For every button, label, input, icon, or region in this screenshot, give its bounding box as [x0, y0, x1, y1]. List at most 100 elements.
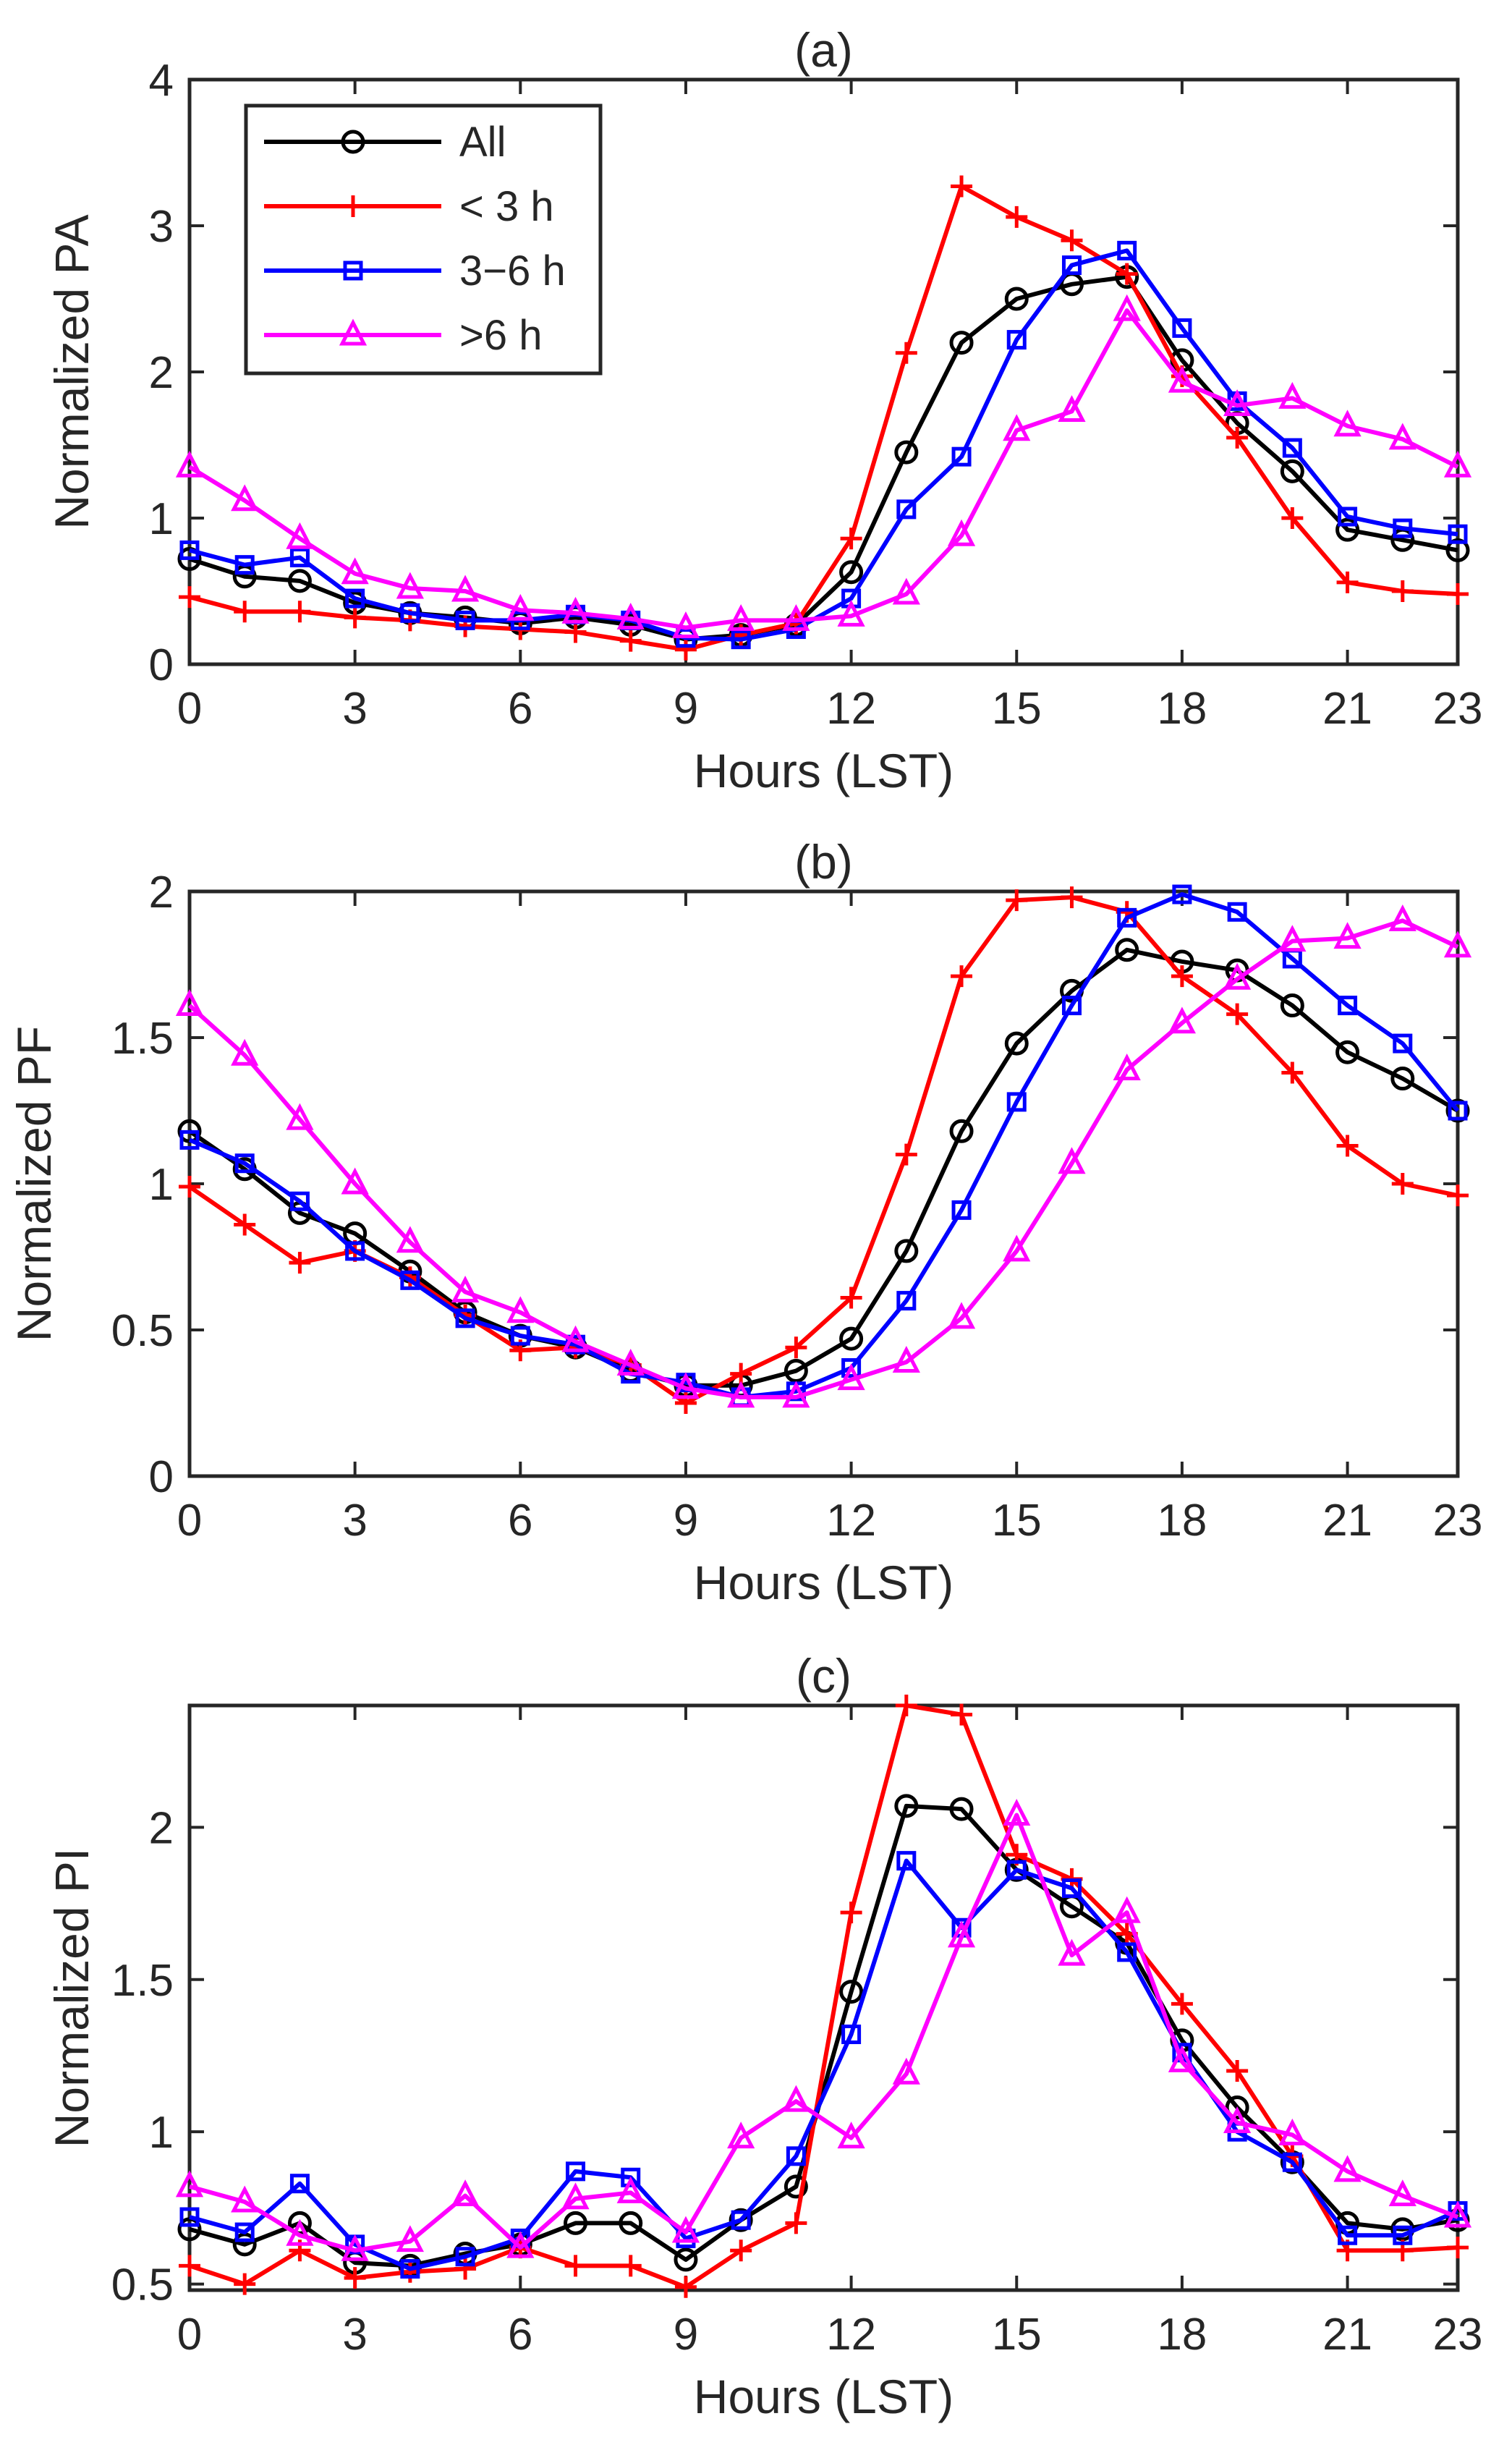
x-tick-label: 12	[826, 684, 876, 734]
data-point-lt3	[730, 2239, 752, 2262]
x-tick-label: 21	[1322, 2310, 1372, 2360]
y-tick-label: 2	[149, 348, 174, 398]
data-point-gt6	[947, 1920, 976, 1948]
data-point-lt3	[1447, 2237, 1469, 2259]
data-point-lt3	[674, 2276, 697, 2298]
data-point-gt6	[616, 602, 645, 630]
y-tick-label: 0.5	[111, 1306, 174, 1356]
data-point-lt3	[619, 630, 642, 652]
data-point-all	[177, 547, 202, 572]
x-tick-label: 23	[1433, 1496, 1483, 1546]
legend-marker-lt3	[342, 195, 364, 217]
data-point-m36	[896, 1291, 917, 1311]
data-point-gt6	[671, 611, 700, 638]
data-point-m36	[841, 2025, 862, 2044]
data-point-m36	[455, 2247, 475, 2267]
data-point-all	[783, 2174, 808, 2199]
data-point-m36	[234, 1153, 255, 1174]
data-point-m36	[1338, 507, 1358, 527]
data-point-gt6	[1278, 381, 1307, 409]
data-point-lt3	[564, 2255, 587, 2277]
data-point-gt6	[175, 2170, 204, 2198]
data-point-m36	[234, 2222, 255, 2242]
data-point-gt6	[671, 1372, 700, 1399]
x-tick-label: 3	[342, 1496, 367, 1546]
data-point-m36	[179, 1130, 200, 1150]
legend-label-all: All	[459, 119, 506, 166]
data-point-gt6	[727, 603, 755, 631]
panel-title: (b)	[794, 835, 853, 889]
data-point-lt3	[785, 1336, 807, 1359]
data-point-m36	[345, 588, 365, 609]
x-tick-label: 21	[1322, 1496, 1372, 1546]
data-point-lt3	[619, 2255, 642, 2277]
x-tick-label: 0	[177, 2310, 202, 2360]
data-point-gt6	[892, 2057, 920, 2085]
data-point-m36	[896, 1851, 917, 1871]
x-axis-label: Hours (LST)	[694, 1556, 954, 1609]
data-point-m36	[1282, 2152, 1302, 2172]
data-point-lt3	[289, 601, 311, 623]
x-tick-label: 15	[992, 1496, 1042, 1546]
data-point-lt3	[1061, 886, 1083, 909]
x-tick-label: 21	[1322, 684, 1372, 734]
x-tick-label: 23	[1433, 684, 1483, 734]
data-point-all	[839, 560, 864, 585]
data-point-gt6	[892, 577, 920, 605]
data-point-m36	[841, 1358, 862, 1378]
panel-title: (c)	[796, 1649, 851, 1703]
data-point-m36	[345, 1241, 365, 1261]
y-tick-label: 1	[149, 494, 174, 544]
data-point-gt6	[286, 1103, 314, 1130]
x-axis-label: Hours (LST)	[694, 2370, 954, 2423]
data-point-all	[839, 1326, 864, 1351]
data-point-gt6	[837, 1363, 865, 1391]
data-point-gt6	[616, 2176, 645, 2203]
data-point-all	[287, 569, 312, 593]
data-point-lt3	[1116, 263, 1138, 285]
x-tick-label: 9	[674, 2310, 698, 2360]
data-point-m36	[786, 2146, 806, 2166]
data-point-m36	[455, 610, 475, 630]
data-point-gt6	[1168, 365, 1197, 393]
data-point-lt3	[1171, 965, 1193, 988]
data-point-m36	[179, 2207, 200, 2227]
x-tick-label: 12	[826, 1496, 876, 1546]
y-tick-label: 1.5	[111, 1014, 174, 1064]
data-point-lt3	[234, 601, 256, 623]
data-point-lt3	[1447, 583, 1469, 606]
data-point-gt6	[506, 2231, 535, 2258]
legend-item-all: All	[264, 119, 506, 166]
data-point-gt6	[561, 1325, 590, 1352]
series-gt6	[175, 294, 1472, 638]
data-point-m36	[1006, 330, 1027, 350]
data-point-all	[674, 2247, 698, 2272]
data-point-gt6	[175, 989, 204, 1017]
x-axis-label: Hours (LST)	[694, 744, 954, 797]
data-point-gt6	[782, 2085, 810, 2112]
legend-item-gt6: >6 h	[264, 312, 543, 359]
data-point-all	[729, 2208, 753, 2232]
data-point-lt3	[951, 175, 973, 198]
data-point-gt6	[451, 1276, 480, 1302]
data-point-all	[1390, 1067, 1415, 1091]
y-tick-label: 2	[149, 868, 174, 917]
data-point-m36	[400, 603, 420, 623]
y-axis-label: Normalized PA	[45, 214, 98, 529]
data-point-all	[1335, 517, 1360, 542]
data-point-gt6	[451, 575, 480, 602]
data-point-m36	[1117, 1942, 1137, 1962]
y-tick-label: 1.5	[111, 1956, 174, 2006]
legend-label-lt3: < 3 h	[459, 183, 554, 230]
data-point-gt6	[892, 1345, 920, 1373]
data-point-gt6	[396, 572, 424, 599]
x-tick-label: 18	[1157, 1496, 1207, 1546]
chart-panel-2: 0 3 6 9 12 15 18 21 23 0.5 1 1.5 2 (c) Hours (LST) Norm…	[45, 1649, 1482, 2423]
legend-item-lt3: < 3 h	[264, 183, 554, 230]
data-point-all	[1004, 287, 1029, 311]
data-point-gt6	[616, 1349, 645, 1376]
data-point-m36	[566, 2161, 586, 2182]
data-point-m36	[400, 2259, 420, 2279]
data-point-m36	[1061, 996, 1082, 1016]
